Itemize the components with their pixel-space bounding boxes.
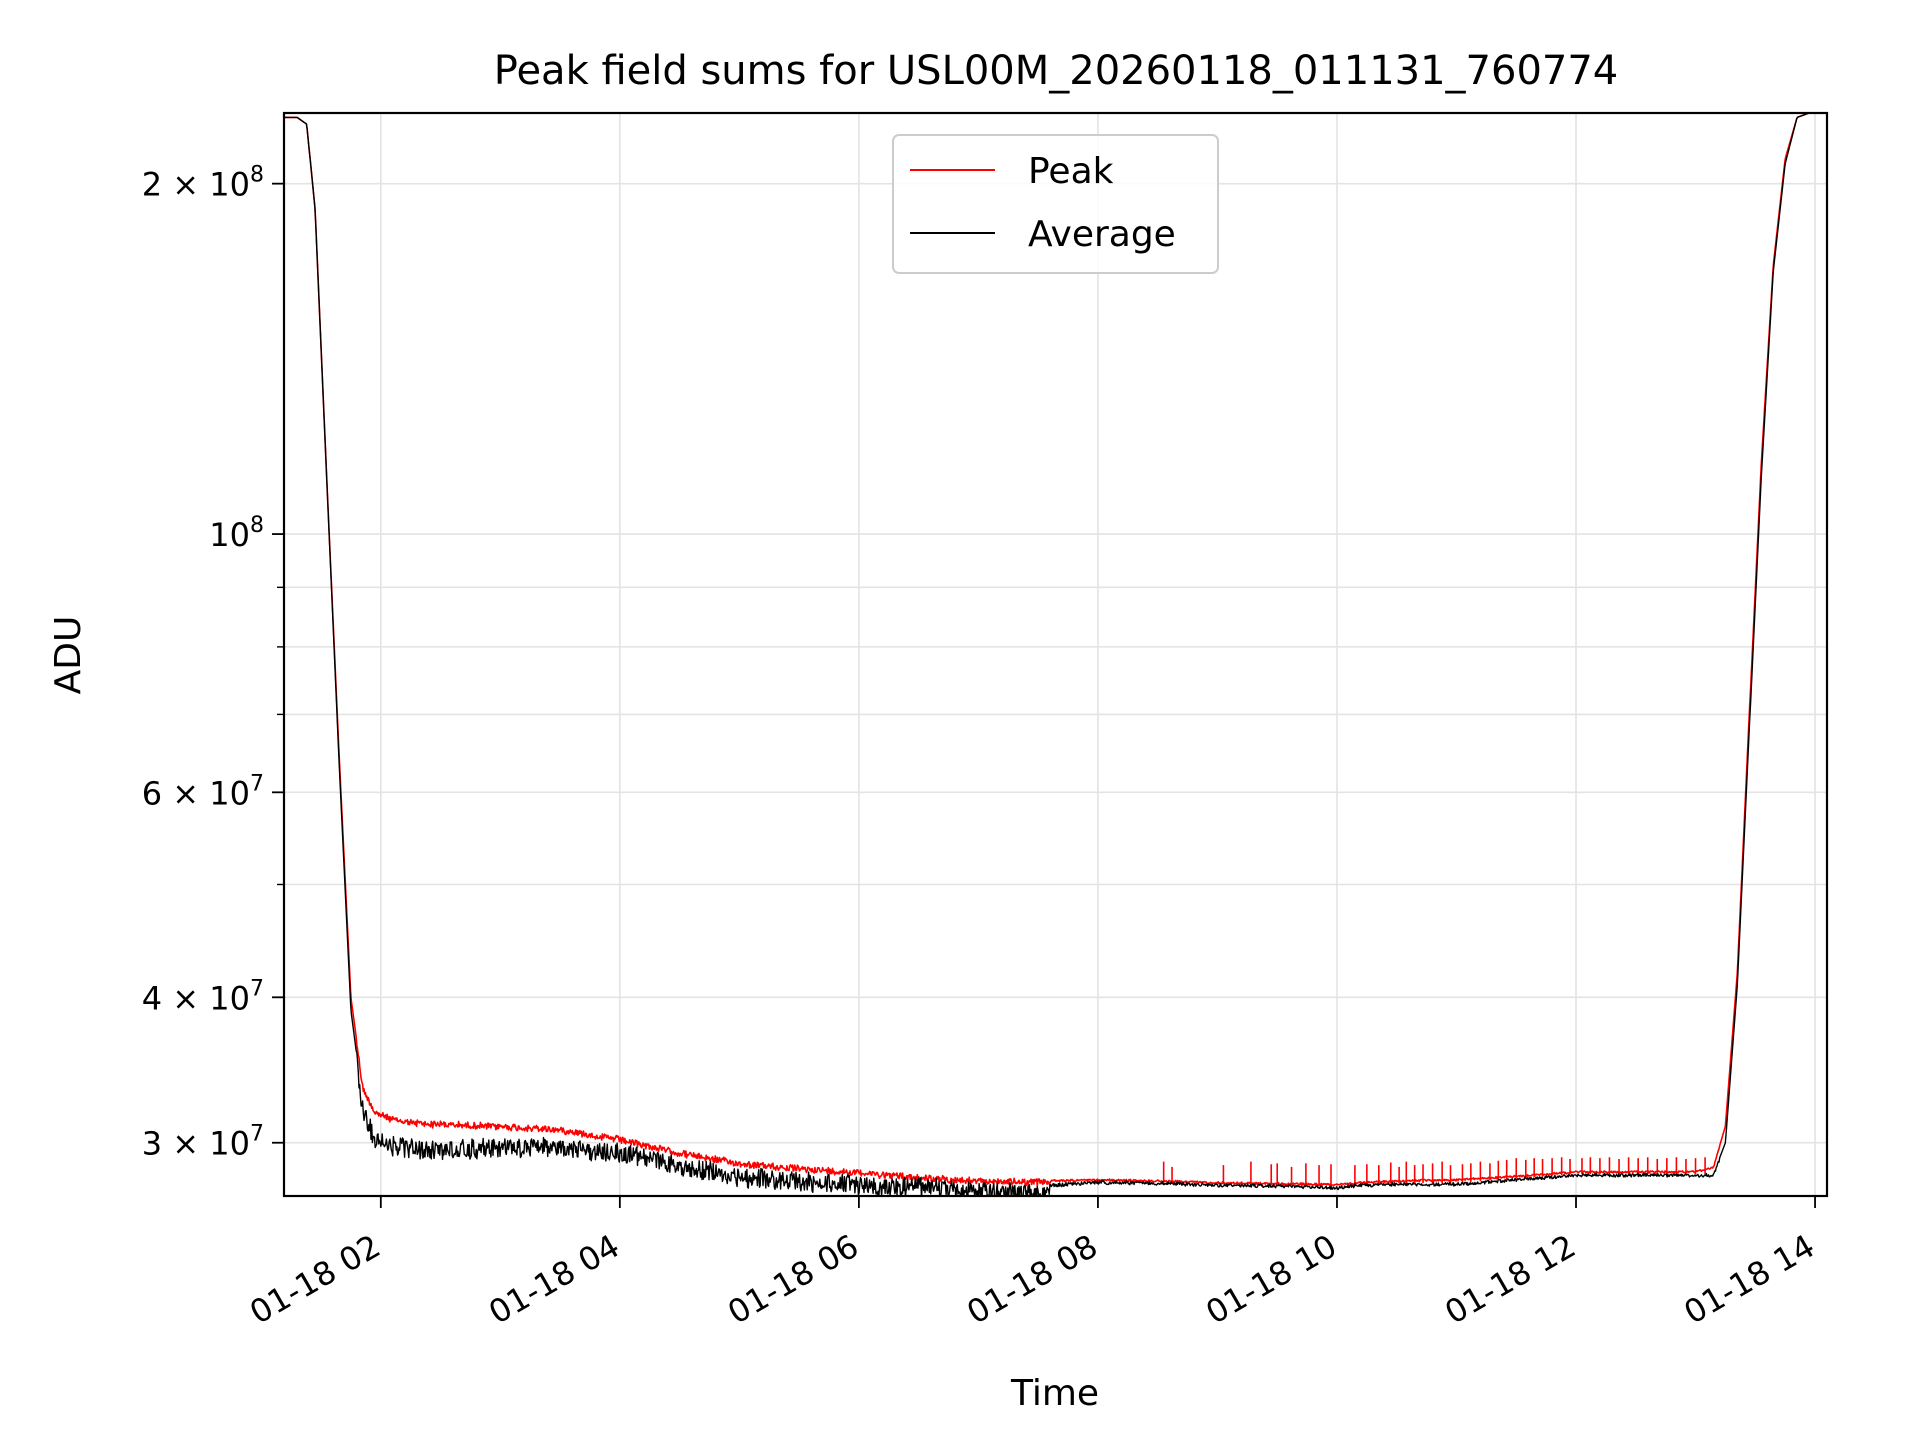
y-tick-label: 2 × 108 [142,163,264,204]
average-series-line [284,113,1827,1196]
series-group [284,113,1827,1196]
y-tick-exponent: 8 [250,163,264,188]
y-tick-label: 4 × 107 [142,976,264,1017]
chart-title: Peak field sums for USL00M_20260118_0111… [494,48,1619,94]
y-tick-mantissa: 4 × 10 [142,979,250,1017]
x-axis-label: Time [1010,1373,1099,1414]
y-tick-label: 108 [209,513,264,554]
y-tick-mantissa: 10 [209,516,250,554]
gridlines [284,113,1827,1196]
y-tick-exponent: 7 [250,771,264,796]
y-tick-mantissa: 3 × 10 [142,1125,250,1163]
legend: Peak Average [892,134,1219,274]
y-tick-mantissa: 2 × 10 [142,166,250,204]
y-tick-exponent: 7 [250,1122,264,1147]
y-axis-label: ADU [48,616,89,695]
plot-frame [282,111,1829,1198]
legend-peak-label: Peak [1028,151,1114,192]
y-tick-label: 6 × 107 [142,771,264,812]
series-layer [284,113,1827,1196]
y-tick-exponent: 7 [250,976,264,1001]
y-tick-label: 3 × 107 [142,1122,264,1163]
y-tick-mantissa: 6 × 10 [142,774,250,812]
legend-average-label: Average [1028,214,1176,255]
y-tick-exponent: 8 [250,513,264,538]
